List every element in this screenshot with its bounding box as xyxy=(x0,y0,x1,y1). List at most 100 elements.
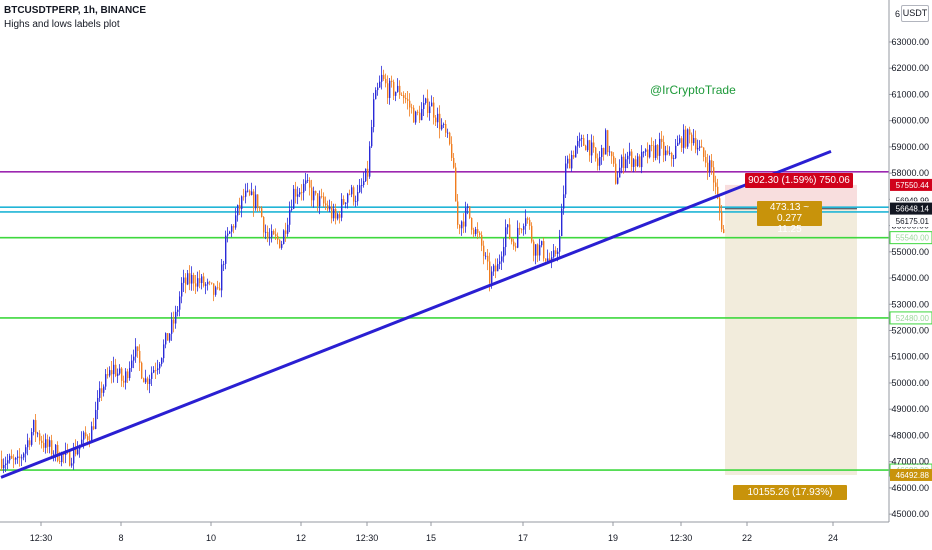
candle-body xyxy=(203,276,205,286)
candle-body xyxy=(85,432,87,437)
candle-body xyxy=(723,229,725,233)
candle-body xyxy=(473,229,475,235)
candle-body xyxy=(103,386,105,393)
candle-body xyxy=(5,463,7,466)
candle-body xyxy=(523,226,525,230)
candle-body xyxy=(455,167,457,202)
candle-body xyxy=(277,236,279,240)
candle-body xyxy=(667,150,669,154)
candle-body xyxy=(495,265,497,272)
candle-body xyxy=(321,196,323,198)
candle-body xyxy=(229,231,231,234)
candle-body xyxy=(369,146,371,177)
candle-body xyxy=(235,215,237,228)
candle-body xyxy=(251,191,253,195)
candle-body xyxy=(375,90,377,100)
candle-body xyxy=(469,206,471,218)
price-tick-label: 50000.00 xyxy=(891,378,929,388)
ascending-trendline xyxy=(0,149,832,479)
candle-body xyxy=(333,209,335,219)
candle-body xyxy=(341,199,343,218)
candle-body xyxy=(279,239,281,248)
candle-body xyxy=(35,420,37,434)
candle-body xyxy=(285,230,287,234)
price-tick-label: 54000.00 xyxy=(891,273,929,283)
candle-body xyxy=(173,319,175,324)
candle-body xyxy=(575,146,577,158)
candle-body xyxy=(317,193,319,207)
candle-body xyxy=(427,98,429,114)
candle-body xyxy=(193,274,195,284)
candle-body xyxy=(699,146,701,148)
candle-body xyxy=(359,185,361,193)
candle-body xyxy=(7,460,9,464)
candle-body xyxy=(671,152,673,159)
candle-body xyxy=(209,281,211,283)
currency-tag[interactable]: USDT xyxy=(901,5,929,22)
candle-body xyxy=(611,151,613,157)
candle-body xyxy=(415,111,417,123)
candle-body xyxy=(345,202,347,204)
candle-body xyxy=(55,444,57,454)
candle-body xyxy=(45,439,47,448)
candle-body xyxy=(95,409,97,429)
candle-body xyxy=(147,378,149,385)
candle-body xyxy=(197,278,199,287)
candle-body xyxy=(465,207,467,227)
risk-reward-line-2: 11.25 xyxy=(777,224,802,235)
candle-body xyxy=(451,143,453,158)
candle-body xyxy=(107,374,109,376)
candle-body xyxy=(153,370,155,373)
candle-body xyxy=(637,156,639,167)
candle-body xyxy=(47,439,49,447)
price-tag-box xyxy=(890,214,932,227)
candle-body xyxy=(539,245,541,256)
price-tick-label: 49000.00 xyxy=(891,404,929,414)
candle-body xyxy=(313,190,315,201)
candle-body xyxy=(705,156,707,163)
candle-body xyxy=(461,221,463,229)
candle-body xyxy=(709,160,711,172)
candle-body xyxy=(543,241,545,259)
candle-body xyxy=(563,194,565,209)
candle-body xyxy=(123,380,125,383)
price-axis[interactable]: 45000.00 46000.00 47000.00 48000.00 49000.00… xyxy=(888,0,932,522)
candle-body xyxy=(75,447,77,455)
candle-body xyxy=(343,199,345,204)
candle-body xyxy=(195,283,197,287)
candle-body xyxy=(371,127,373,147)
time-axis[interactable]: 12:30 8 10 12 12:30 15 17 19 12:30 22 24 xyxy=(0,521,889,543)
level-tag-box xyxy=(889,311,932,325)
time-tick-label: 12:30 xyxy=(356,533,379,543)
candle-body xyxy=(149,378,151,385)
candle-body xyxy=(249,190,251,195)
candle-body xyxy=(599,156,601,166)
candle-body xyxy=(567,158,569,164)
candle-body xyxy=(43,442,45,448)
candle-body xyxy=(115,364,117,376)
candle-body xyxy=(553,250,555,258)
candle-body xyxy=(401,94,403,96)
candle-body xyxy=(653,145,655,158)
candle-body xyxy=(71,463,73,466)
candle-body xyxy=(487,255,489,262)
candle-body xyxy=(1,459,3,469)
candle-body xyxy=(185,277,187,285)
candle-body xyxy=(707,162,709,172)
candle-body xyxy=(199,278,201,284)
candle-body xyxy=(503,247,505,257)
candle-body xyxy=(477,229,479,233)
candle-body xyxy=(393,81,395,96)
candle-body xyxy=(673,158,675,160)
candle-body xyxy=(33,420,35,432)
candle-body xyxy=(429,106,431,114)
candle-body xyxy=(659,138,661,156)
candle-body xyxy=(683,129,685,148)
price-tag-label: 56648.14 xyxy=(896,205,930,214)
candle-body xyxy=(151,372,153,379)
trendline-layer xyxy=(0,149,832,479)
candle-body xyxy=(481,235,483,246)
candle-body xyxy=(425,98,427,104)
candle-body xyxy=(213,283,215,295)
